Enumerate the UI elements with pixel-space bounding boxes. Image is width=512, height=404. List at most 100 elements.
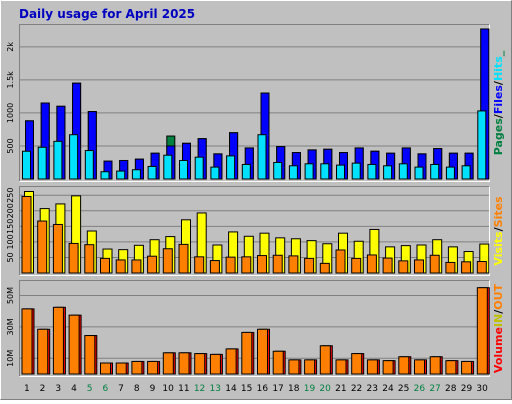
day-label: 26: [414, 384, 426, 394]
panel-visits-sites-ytick-label: 250: [6, 188, 15, 203]
pages-bar: [336, 164, 345, 180]
pages-bar: [304, 163, 314, 180]
out-bar: [319, 345, 331, 375]
panel-hits-files-pages-ytick-label: 2k: [6, 42, 15, 52]
out-bar: [398, 356, 410, 375]
day-label: 16: [257, 384, 269, 394]
out-bar: [335, 359, 347, 375]
day-label: 7: [118, 384, 124, 394]
pages-bar: [131, 169, 141, 180]
pages-bar: [477, 110, 487, 180]
axis-label-separator: /: [492, 226, 505, 231]
sites-bar: [461, 261, 472, 274]
sites-bar: [194, 256, 205, 274]
out-bar: [194, 353, 206, 375]
out-bar: [366, 359, 378, 375]
out-bar: [209, 353, 221, 375]
axis-label-hits: Hits: [492, 56, 505, 81]
day-label: 5: [87, 384, 93, 394]
day-label: 6: [102, 384, 108, 394]
day-label: 13: [210, 384, 221, 394]
sites-bar: [115, 259, 126, 274]
pages-bar: [163, 154, 173, 180]
axis-label-visits: Visits: [492, 231, 505, 266]
pages-bar: [383, 165, 393, 180]
day-label: 12: [194, 384, 205, 394]
day-label: 4: [71, 384, 77, 394]
sites-bar: [445, 261, 456, 274]
pages-bar: [273, 161, 283, 180]
pages-bar: [210, 166, 220, 180]
panel-visits-sites-ytick-label: 150: [6, 219, 15, 234]
sites-bar: [382, 257, 393, 274]
panel-hits-files-pages-ytick-label: 1.5k: [6, 71, 15, 89]
day-label: 17: [272, 384, 283, 394]
pages-bar: [241, 163, 251, 180]
pages-bar: [37, 146, 47, 180]
sites-bar: [241, 256, 252, 274]
sites-bar: [178, 243, 189, 274]
out-bar: [429, 356, 441, 375]
day-label: 18: [288, 384, 300, 394]
pages-bar: [22, 150, 31, 180]
day-label: 21: [335, 384, 346, 394]
day-label: 10: [162, 384, 174, 394]
sites-bar: [209, 260, 220, 274]
sites-bar: [52, 223, 63, 274]
out-bar: [288, 359, 300, 375]
sites-bar: [225, 256, 236, 274]
sites-bar: [257, 255, 267, 274]
pages-bar: [147, 165, 157, 180]
sites-bar: [398, 260, 409, 274]
axis-label-sites: Sites: [492, 196, 505, 227]
pages-bar: [116, 170, 126, 180]
panel-hits-files-pages: [19, 24, 490, 182]
out-bar: [241, 331, 253, 375]
out-bar: [304, 359, 316, 375]
panel-visits-sites-shadow: [19, 186, 490, 276]
panel-volume-shadow: [19, 280, 490, 377]
sites-bar: [414, 259, 424, 274]
day-label: 28: [445, 384, 457, 394]
day-label: 23: [367, 384, 378, 394]
sites-bar: [366, 254, 377, 274]
panel-visits-sites-axis-label: Visits/Sites: [492, 196, 505, 266]
sites-bar: [100, 257, 110, 274]
out-bar: [21, 308, 33, 375]
day-label: 27: [429, 384, 440, 394]
axis-label-separator: /: [492, 309, 505, 314]
pages-bar: [445, 166, 455, 180]
sites-bar: [288, 255, 299, 274]
panel-visits-sites-ytick-label: 100: [6, 234, 15, 249]
out-bar: [100, 362, 111, 375]
panel-volume-ytick-label: 30M: [6, 318, 15, 335]
sites-bar: [351, 257, 362, 274]
axis-label-in: IN: [492, 314, 505, 327]
pages-bar: [69, 134, 79, 180]
panel-visits-sites-ytick-label: 50: [6, 252, 15, 262]
pages-bar: [226, 155, 236, 180]
out-bar: [115, 362, 127, 375]
axis-label-separator: /: [492, 113, 505, 118]
sites-bar: [162, 248, 173, 274]
pages-bar: [320, 163, 330, 180]
out-bar: [461, 360, 473, 375]
day-label: 11: [178, 384, 189, 394]
pages-bar: [257, 134, 267, 180]
sites-bar: [272, 254, 283, 274]
panel-hits-files-pages-ytick-label: 1000: [6, 103, 15, 123]
pages-bar: [367, 163, 377, 180]
sites-bar: [147, 255, 158, 274]
axis-label-files: Files: [492, 85, 505, 115]
axis-label-pages: Pages: [492, 118, 505, 156]
pages-bar: [288, 165, 298, 180]
out-bar: [147, 360, 159, 375]
out-bar: [162, 352, 174, 375]
out-bar: [178, 352, 190, 375]
panel-volume: [19, 280, 490, 377]
out-bar: [382, 360, 394, 375]
axis-label-tail: _: [492, 50, 505, 56]
